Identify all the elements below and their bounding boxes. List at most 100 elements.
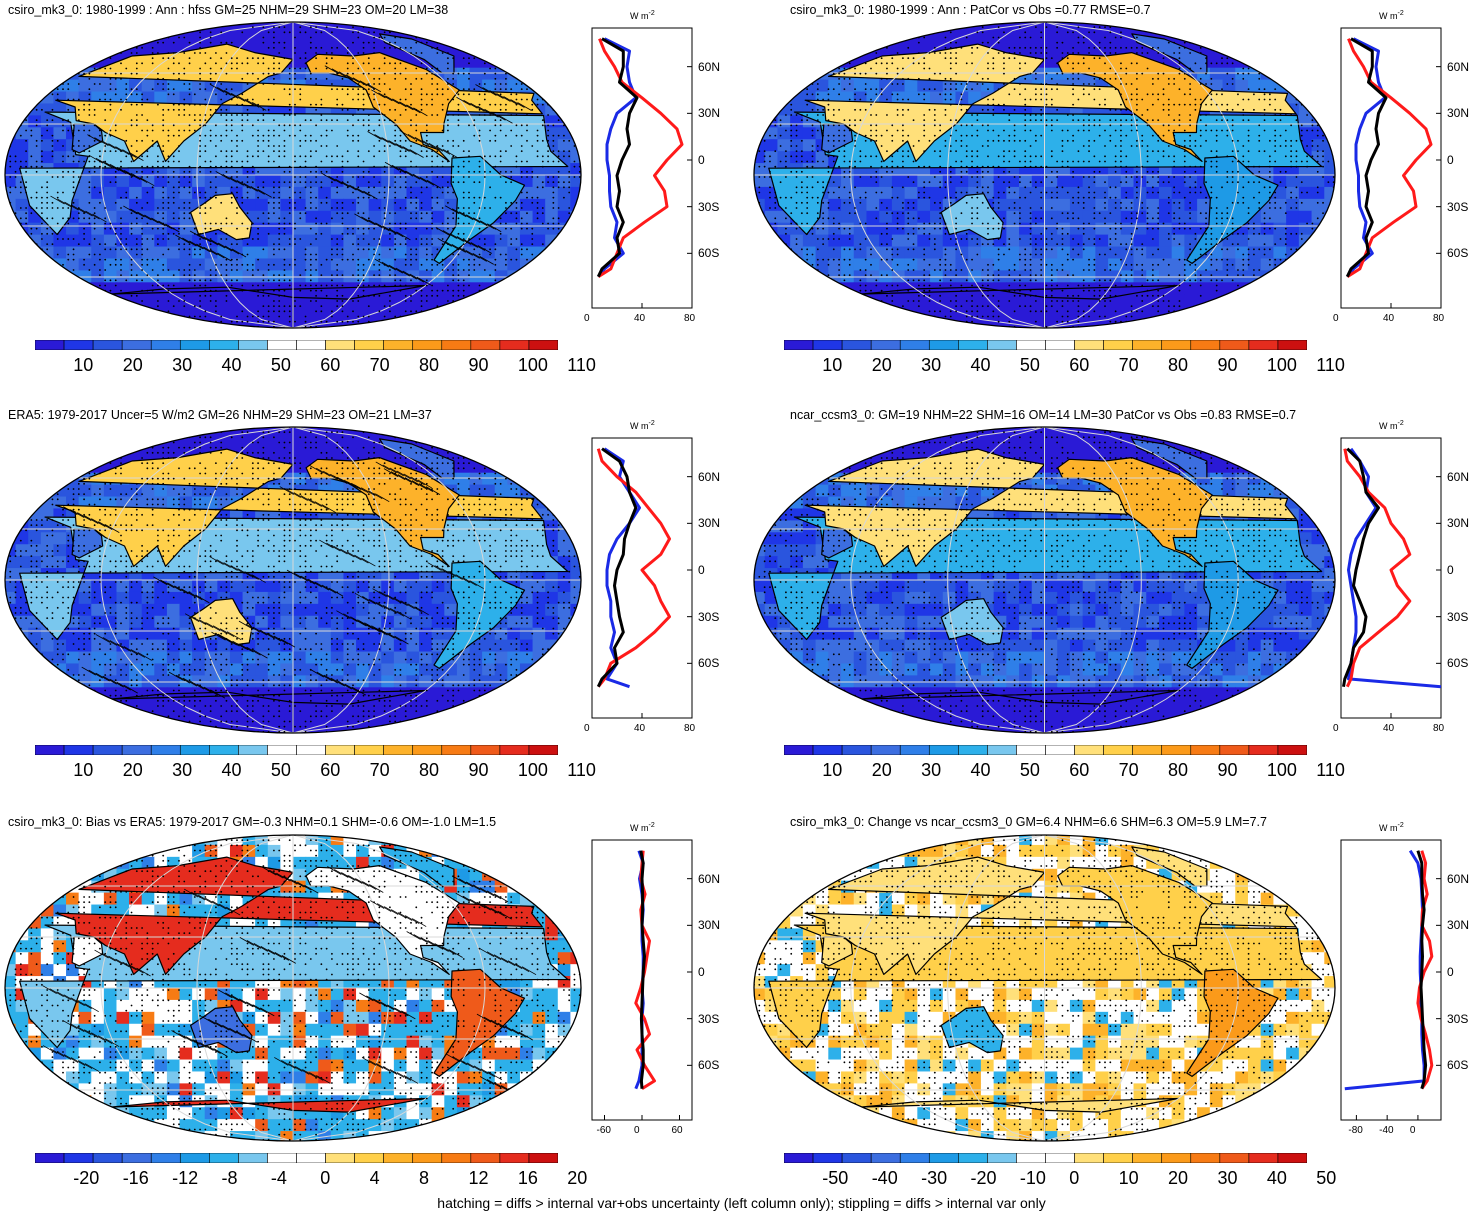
colorbar-tick-label: 10 bbox=[822, 760, 842, 781]
profile-x-tick-label: 0 bbox=[584, 313, 590, 324]
colorbar-tick-label: 80 bbox=[1168, 355, 1188, 376]
colorbar-tick-label: 60 bbox=[1069, 355, 1089, 376]
profile-x-tick-label: -40 bbox=[1379, 1125, 1393, 1136]
colorbar-tick-label: 50 bbox=[271, 355, 291, 376]
colorbar-tick-label: 20 bbox=[567, 1168, 587, 1189]
profile-unit-base: W m bbox=[630, 823, 649, 833]
lat-tick-label: 60N bbox=[698, 470, 720, 484]
profile-x-tick-label: 80 bbox=[684, 313, 695, 324]
profile-unit: W m-2 bbox=[630, 822, 655, 833]
profile-unit-exponent: -2 bbox=[649, 10, 655, 17]
lat-tick-label: 30S bbox=[1447, 1012, 1468, 1026]
profile-unit-exponent: -2 bbox=[1398, 420, 1404, 427]
profile-x-tick-label: 60 bbox=[672, 1125, 683, 1136]
lat-tick-label: 0 bbox=[698, 153, 705, 167]
colorbar-tick-label: 20 bbox=[872, 760, 892, 781]
colorbar-tick-label: 40 bbox=[970, 355, 990, 376]
profile-unit: W m-2 bbox=[1379, 420, 1404, 431]
colorbar-tick-label: 16 bbox=[518, 1168, 538, 1189]
profile-line-model bbox=[1416, 850, 1428, 1090]
colorbar-tick-label: 90 bbox=[1217, 760, 1237, 781]
colorbar bbox=[784, 1153, 1307, 1163]
colorbar-tick-label: -10 bbox=[1020, 1168, 1046, 1189]
colorbar-tick-label: 40 bbox=[1267, 1168, 1287, 1189]
panel-title: csiro_mk3_0: 1980-1999 : Ann : hfss GM=2… bbox=[8, 3, 448, 17]
footnote: hatching = diffs > internal var+obs unce… bbox=[0, 1195, 1483, 1211]
colorbar bbox=[784, 745, 1307, 755]
profile-line-land bbox=[1346, 38, 1433, 278]
colorbar-tick-label: 70 bbox=[1119, 760, 1139, 781]
lat-tick-label: 30S bbox=[1447, 610, 1468, 624]
colorbar-tick-label: 80 bbox=[419, 355, 439, 376]
profile-x-tick-label: 80 bbox=[1433, 313, 1444, 324]
lat-tick-label: 60N bbox=[698, 872, 720, 886]
lat-tick-label: 60S bbox=[698, 1058, 719, 1072]
profile-x-tick-label: 0 bbox=[1333, 313, 1339, 324]
profile-unit: W m-2 bbox=[1379, 10, 1404, 21]
zonal-mean-profile bbox=[591, 437, 693, 719]
profile-unit-exponent: -2 bbox=[1398, 822, 1404, 829]
profile-x-tick-label: 0 bbox=[1410, 1125, 1416, 1136]
colorbar bbox=[784, 340, 1307, 350]
colorbar-tick-label: 30 bbox=[172, 760, 192, 781]
colorbar-tick-label: 40 bbox=[970, 760, 990, 781]
colorbar-tick-label: 100 bbox=[518, 760, 548, 781]
profile-unit-base: W m bbox=[1379, 421, 1398, 431]
profile-line-land bbox=[596, 448, 671, 688]
colorbar-tick-label: 50 bbox=[1020, 355, 1040, 376]
lat-tick-label: 0 bbox=[1447, 965, 1454, 979]
colorbar-tick-label: -40 bbox=[872, 1168, 898, 1189]
colorbar-tick-label: -50 bbox=[822, 1168, 848, 1189]
profile-unit: W m-2 bbox=[630, 10, 655, 21]
profile-x-tick-label: 80 bbox=[684, 723, 695, 734]
profile-unit-base: W m bbox=[630, 11, 649, 21]
colorbar-tick-label: -8 bbox=[221, 1168, 237, 1189]
colorbar-tick-label: 70 bbox=[370, 355, 390, 376]
profile-unit-base: W m bbox=[1379, 823, 1398, 833]
colorbar-tick-label: 12 bbox=[468, 1168, 488, 1189]
colorbar-tick-label: 90 bbox=[468, 760, 488, 781]
profile-line-land bbox=[1416, 850, 1434, 1090]
colorbar-tick-label: 0 bbox=[320, 1168, 330, 1189]
colorbar-tick-label: -30 bbox=[921, 1168, 947, 1189]
lat-tick-label: 30N bbox=[1447, 918, 1469, 932]
profile-unit-exponent: -2 bbox=[649, 420, 655, 427]
colorbar-tick-label: 30 bbox=[1217, 1168, 1237, 1189]
lat-tick-label: 60N bbox=[1447, 872, 1469, 886]
lat-tick-label: 30N bbox=[698, 516, 720, 530]
profile-line-ocean bbox=[603, 447, 641, 689]
panel-title: csiro_mk3_0: Bias vs ERA5: 1979-2017 GM=… bbox=[8, 815, 496, 829]
profile-x-tick-label: 40 bbox=[1383, 313, 1394, 324]
zonal-mean-profile bbox=[591, 839, 693, 1121]
colorbar-tick-label: 90 bbox=[468, 355, 488, 376]
colorbar bbox=[35, 340, 558, 350]
profile-unit-base: W m bbox=[1379, 11, 1398, 21]
colorbar-tick-label: 0 bbox=[1069, 1168, 1079, 1189]
colorbar-tick-label: -4 bbox=[271, 1168, 287, 1189]
lat-tick-label: 60S bbox=[1447, 656, 1468, 670]
lat-tick-label: 60N bbox=[1447, 60, 1469, 74]
profile-x-tick-label: 80 bbox=[1433, 723, 1444, 734]
lat-tick-label: 0 bbox=[698, 563, 705, 577]
profile-x-tick-label: 40 bbox=[634, 723, 645, 734]
colorbar-tick-label: 20 bbox=[1168, 1168, 1188, 1189]
zonal-mean-profile bbox=[1340, 27, 1442, 309]
lat-tick-label: 30S bbox=[1447, 200, 1468, 214]
panel-title: csiro_mk3_0: 1980-1999 : Ann : PatCor vs… bbox=[790, 3, 1151, 17]
colorbar-tick-label: 70 bbox=[1119, 355, 1139, 376]
profile-line-ocean bbox=[1344, 849, 1426, 1091]
colorbar-tick-label: 110 bbox=[567, 355, 596, 376]
lat-tick-label: 30S bbox=[698, 1012, 719, 1026]
colorbar bbox=[35, 745, 558, 755]
colorbar-tick-label: 30 bbox=[921, 355, 941, 376]
colorbar-tick-label: 40 bbox=[221, 355, 241, 376]
world-map bbox=[4, 21, 582, 329]
colorbar-tick-label: 20 bbox=[123, 355, 143, 376]
colorbar-tick-label: 10 bbox=[1119, 1168, 1139, 1189]
profile-line-land bbox=[597, 38, 684, 278]
colorbar-tick-label: -12 bbox=[172, 1168, 198, 1189]
colorbar-tick-label: 60 bbox=[320, 355, 340, 376]
colorbar-tick-label: 4 bbox=[370, 1168, 380, 1189]
colorbar-tick-label: 50 bbox=[271, 760, 291, 781]
colorbar-tick-label: 60 bbox=[320, 760, 340, 781]
